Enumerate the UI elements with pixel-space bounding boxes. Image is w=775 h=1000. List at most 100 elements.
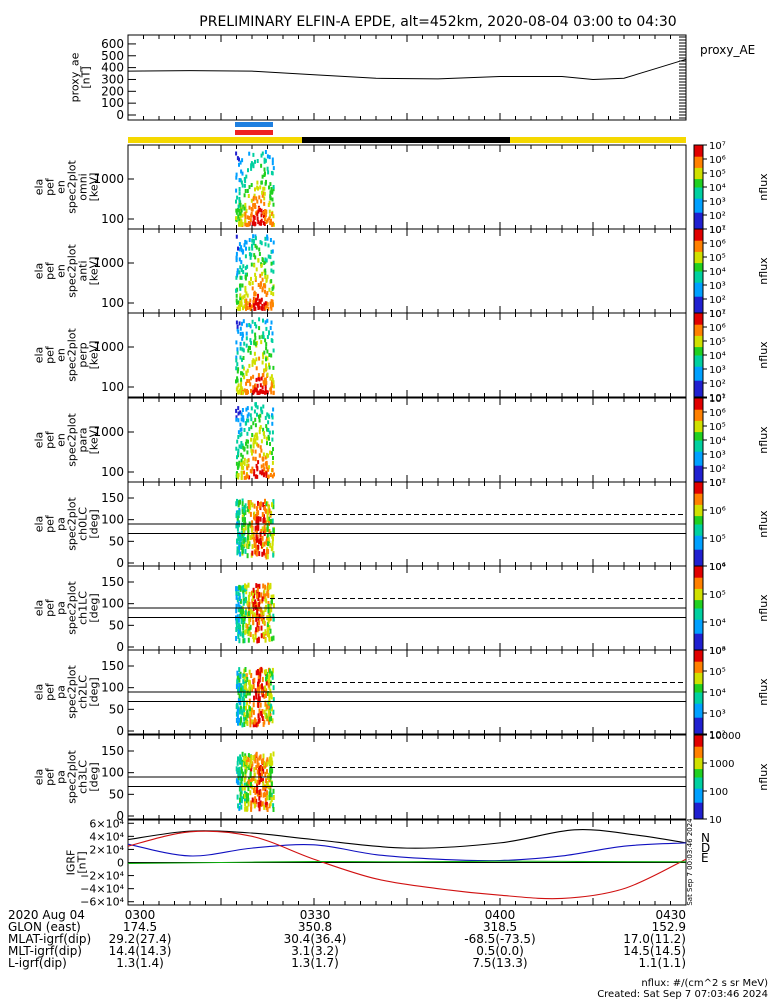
pa-ch0-ytick-label: 150 — [101, 491, 124, 505]
colorbar-segment — [694, 321, 703, 325]
data-pixel — [246, 368, 249, 373]
data-pixel — [236, 515, 239, 521]
data-pixel — [271, 171, 274, 176]
data-pixel — [253, 593, 256, 599]
data-pixel — [265, 346, 268, 351]
colorbar-segment — [694, 760, 703, 764]
data-pixel — [261, 542, 264, 548]
data-pixel — [243, 461, 246, 466]
data-pixel — [247, 582, 250, 588]
data-pixel — [270, 374, 273, 379]
data-pixel — [257, 460, 260, 465]
data-pixel — [238, 629, 240, 634]
data-pixel — [245, 755, 248, 761]
colorbar-segment — [694, 248, 703, 252]
data-pixel — [241, 391, 244, 395]
colorbar-segment — [694, 338, 703, 342]
data-pixel — [263, 593, 266, 599]
pa-ch3-ylabel-line: pef — [44, 767, 57, 786]
ephem-value: 318.5 — [483, 920, 517, 934]
ephem-value: 152.9 — [652, 920, 686, 934]
data-pixel — [240, 245, 243, 250]
data-pixel — [235, 636, 238, 641]
pa-ch2-ytick-label: 0 — [116, 724, 124, 738]
spec-omni-ylabel-line: spec2plot — [66, 160, 79, 214]
data-pixel — [268, 674, 271, 680]
colorbar-segment — [694, 220, 703, 224]
data-pixel — [246, 677, 249, 682]
pa-ch0-ytick-label: 0 — [116, 556, 124, 570]
data-pixel — [245, 381, 248, 386]
colorbar-segment — [694, 585, 703, 589]
data-pixel — [238, 667, 241, 673]
data-pixel — [267, 691, 269, 696]
data-pixel — [240, 619, 243, 625]
data-pixel — [243, 299, 246, 304]
data-pixel — [269, 792, 272, 798]
spec-perp-ylabel-line: [keV] — [88, 341, 101, 370]
data-pixel — [272, 214, 275, 219]
colorbar-segment — [694, 774, 703, 778]
data-pixel — [267, 170, 270, 175]
data-pixel — [247, 504, 250, 510]
data-pixel — [264, 520, 267, 526]
data-pixel — [239, 265, 242, 270]
pa-ch3-colorbar-tick-label: 10 — [709, 815, 722, 826]
data-pixel — [262, 785, 265, 791]
data-pixel — [250, 341, 253, 345]
data-pixel — [245, 673, 248, 679]
data-pixel — [253, 549, 256, 555]
data-pixel — [252, 214, 255, 219]
data-pixel — [238, 638, 241, 644]
colorbar-segment — [694, 661, 703, 665]
data-pixel — [270, 706, 273, 712]
data-pixel — [241, 443, 244, 448]
colorbar-segment — [694, 706, 703, 710]
data-pixel — [264, 284, 267, 289]
data-pixel — [252, 219, 255, 224]
spec-anti-ylabel-line: anti — [77, 260, 90, 281]
data-pixel — [271, 533, 274, 539]
data-pixel — [235, 355, 238, 360]
data-pixel — [237, 448, 240, 453]
pa-ch2-colorbar-label: nflux — [757, 678, 770, 706]
data-pixel — [247, 529, 250, 535]
pa-ch1-ytick-label: 50 — [109, 618, 124, 632]
ephem-value: 0300 — [125, 908, 156, 922]
data-pixel — [241, 517, 244, 523]
data-pixel — [243, 587, 246, 592]
colorbar-segment — [694, 577, 703, 581]
data-pixel — [243, 457, 246, 462]
data-pixel — [254, 332, 257, 337]
data-pixel — [246, 414, 249, 419]
data-pixel — [264, 771, 267, 777]
data-pixel — [249, 382, 252, 387]
data-pixel — [236, 473, 239, 478]
data-pixel — [264, 301, 267, 306]
data-pixel — [247, 801, 250, 807]
data-pixel — [258, 583, 261, 589]
data-pixel — [246, 466, 249, 471]
data-pixel — [240, 208, 243, 213]
data-pixel — [254, 542, 257, 548]
colorbar-segment — [694, 754, 703, 758]
data-pixel — [262, 753, 265, 759]
data-pixel — [253, 677, 256, 683]
data-pixel — [242, 348, 245, 353]
data-pixel — [255, 357, 258, 362]
data-pixel — [250, 776, 253, 781]
data-pixel — [246, 721, 249, 726]
data-pixel — [269, 584, 272, 590]
data-pixel — [259, 282, 262, 286]
colorbar-segment — [694, 243, 703, 247]
spec-para-pixels — [235, 402, 275, 480]
data-pixel — [260, 592, 263, 598]
data-pixel — [258, 806, 261, 812]
data-pixel — [268, 699, 271, 705]
colorbar-segment — [694, 720, 703, 724]
data-pixel — [268, 678, 271, 684]
data-pixel — [266, 302, 269, 307]
data-pixel — [266, 166, 269, 171]
data-pixel — [260, 464, 263, 469]
pa-ch2-colorbar-tick-label: 10⁴ — [709, 688, 726, 699]
